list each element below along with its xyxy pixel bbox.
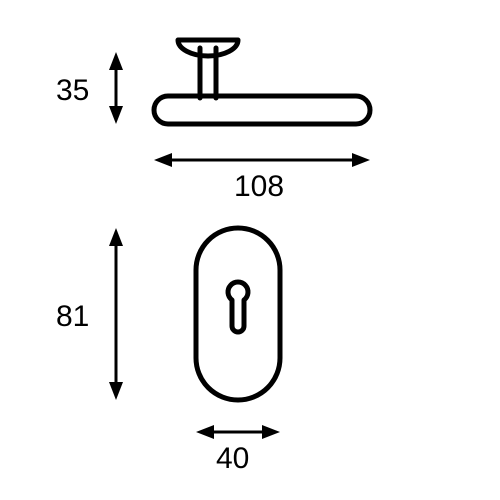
dimensions.height_35-label: 35 xyxy=(56,74,89,107)
keyhole xyxy=(228,282,248,332)
dimensions.height_81-arrow-top xyxy=(109,228,123,246)
dimensions.width_108-arrow-left xyxy=(154,153,172,167)
dimensions.width_40-arrow-right xyxy=(262,425,280,439)
handle-cap xyxy=(178,40,238,56)
dimensions.width_40-label: 40 xyxy=(216,442,249,475)
handle-lever xyxy=(154,96,370,124)
dimensions.height_35-arrow-top xyxy=(109,52,123,70)
dimensions.width_108-arrow-right xyxy=(352,153,370,167)
escutcheon-plate xyxy=(196,228,280,400)
dimensions.width_40-arrow-left xyxy=(196,425,214,439)
dimensions.height_81-label: 81 xyxy=(56,300,89,333)
dimensions.height_35-arrow-bottom xyxy=(109,106,123,124)
dimensions.height_81-arrow-bottom xyxy=(109,382,123,400)
dimensions.width_108-label: 108 xyxy=(234,170,284,203)
